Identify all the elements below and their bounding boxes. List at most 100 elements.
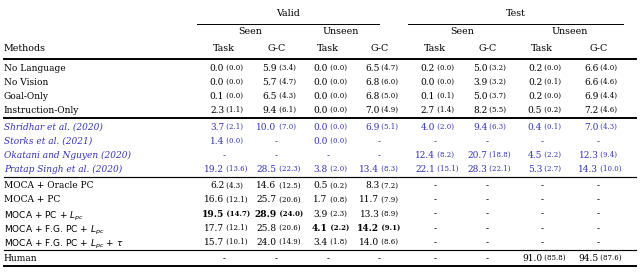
Text: -: -	[541, 224, 544, 233]
Text: 6.5: 6.5	[365, 64, 380, 73]
Text: 6.2: 6.2	[210, 181, 224, 190]
Text: 0.2: 0.2	[528, 92, 542, 101]
Text: (0.0): (0.0)	[328, 64, 347, 72]
Text: (4.3): (4.3)	[224, 181, 243, 189]
Text: (0.8): (0.8)	[328, 196, 347, 203]
Text: -: -	[275, 254, 278, 263]
Text: 3.4: 3.4	[314, 238, 328, 247]
Text: No Language: No Language	[4, 64, 65, 73]
Text: (0.0): (0.0)	[224, 78, 243, 86]
Text: (22.3): (22.3)	[276, 165, 300, 173]
Text: -: -	[486, 254, 489, 263]
Text: (14.7): (14.7)	[224, 210, 250, 218]
Text: Unseen: Unseen	[323, 27, 359, 35]
Text: 91.0: 91.0	[522, 254, 542, 263]
Text: 0.0: 0.0	[420, 78, 435, 87]
Text: 0.2: 0.2	[528, 64, 542, 73]
Text: (2.0): (2.0)	[435, 122, 454, 131]
Text: -: -	[433, 224, 436, 233]
Text: (2.2): (2.2)	[542, 151, 561, 159]
Text: (0.1): (0.1)	[435, 92, 454, 100]
Text: (0.0): (0.0)	[328, 106, 347, 114]
Text: 6.6: 6.6	[584, 78, 598, 87]
Text: (2.1): (2.1)	[224, 122, 243, 131]
Text: 8.3: 8.3	[365, 181, 380, 190]
Text: 16.6: 16.6	[204, 196, 224, 205]
Text: 0.0: 0.0	[314, 137, 328, 146]
Text: -: -	[597, 238, 600, 247]
Text: Task: Task	[317, 44, 339, 53]
Text: 4.5: 4.5	[528, 151, 542, 160]
Text: MOCA + PC: MOCA + PC	[4, 196, 60, 205]
Text: Task: Task	[424, 44, 446, 53]
Text: -: -	[275, 151, 278, 160]
Text: (6.1): (6.1)	[276, 106, 296, 114]
Text: 1.7: 1.7	[314, 196, 328, 205]
Text: (8.2): (8.2)	[435, 151, 454, 159]
Text: -: -	[433, 181, 436, 190]
Text: 6.5: 6.5	[262, 92, 276, 101]
Text: 22.1: 22.1	[415, 165, 435, 174]
Text: 19.5: 19.5	[202, 210, 224, 219]
Text: (12.1): (12.1)	[224, 196, 248, 203]
Text: (0.0): (0.0)	[435, 64, 454, 72]
Text: 2.7: 2.7	[420, 106, 435, 115]
Text: (0.1): (0.1)	[542, 122, 561, 131]
Text: -: -	[486, 210, 489, 219]
Text: 0.2: 0.2	[420, 64, 435, 73]
Text: 13.3: 13.3	[360, 210, 380, 219]
Text: (0.0): (0.0)	[224, 92, 243, 100]
Text: (0.0): (0.0)	[542, 92, 561, 100]
Text: (9.1): (9.1)	[380, 224, 401, 232]
Text: -: -	[433, 254, 436, 263]
Text: -: -	[541, 210, 544, 219]
Text: (0.0): (0.0)	[224, 137, 243, 145]
Text: 6.8: 6.8	[365, 78, 380, 87]
Text: No Vision: No Vision	[4, 78, 48, 87]
Text: (0.0): (0.0)	[328, 78, 347, 86]
Text: 28.9: 28.9	[254, 210, 276, 219]
Text: -: -	[541, 238, 544, 247]
Text: 14.3: 14.3	[579, 165, 598, 174]
Text: (13.6): (13.6)	[224, 165, 248, 173]
Text: (6.0): (6.0)	[380, 78, 398, 86]
Text: (1.8): (1.8)	[328, 238, 347, 246]
Text: 15.7: 15.7	[204, 238, 224, 247]
Text: -: -	[486, 224, 489, 233]
Text: (5.0): (5.0)	[380, 92, 398, 100]
Text: (7.9): (7.9)	[380, 196, 398, 203]
Text: 94.5: 94.5	[578, 254, 598, 263]
Text: 5.3: 5.3	[528, 165, 542, 174]
Text: (12.5): (12.5)	[276, 181, 300, 189]
Text: 6.9: 6.9	[365, 122, 380, 132]
Text: (10.0): (10.0)	[598, 165, 622, 173]
Text: 0.2: 0.2	[528, 78, 542, 87]
Text: (0.0): (0.0)	[224, 64, 243, 72]
Text: 4.0: 4.0	[420, 122, 435, 132]
Text: MOCA + Oracle PC: MOCA + Oracle PC	[4, 181, 93, 190]
Text: 6.9: 6.9	[584, 92, 598, 101]
Text: 28.3: 28.3	[467, 165, 487, 174]
Text: 0.0: 0.0	[210, 64, 224, 73]
Text: -: -	[597, 181, 600, 190]
Text: 0.0: 0.0	[314, 122, 328, 132]
Text: 10.0: 10.0	[257, 122, 276, 132]
Text: (15.1): (15.1)	[435, 165, 458, 173]
Text: 3.8: 3.8	[314, 165, 328, 174]
Text: (1.4): (1.4)	[435, 106, 454, 114]
Text: Shridhar et al. (2020): Shridhar et al. (2020)	[4, 122, 103, 132]
Text: 24.0: 24.0	[257, 238, 276, 247]
Text: 19.2: 19.2	[204, 165, 224, 174]
Text: 6.8: 6.8	[365, 92, 380, 101]
Text: 28.5: 28.5	[257, 165, 276, 174]
Text: (2.0): (2.0)	[328, 165, 347, 173]
Text: (0.2): (0.2)	[542, 106, 561, 114]
Text: -: -	[223, 151, 226, 160]
Text: 5.0: 5.0	[473, 92, 487, 101]
Text: 2.3: 2.3	[210, 106, 224, 115]
Text: 14.2: 14.2	[357, 224, 380, 233]
Text: (4.6): (4.6)	[598, 78, 618, 86]
Text: (4.7): (4.7)	[380, 64, 398, 72]
Text: (85.8): (85.8)	[542, 254, 566, 262]
Text: (5.5): (5.5)	[487, 106, 506, 114]
